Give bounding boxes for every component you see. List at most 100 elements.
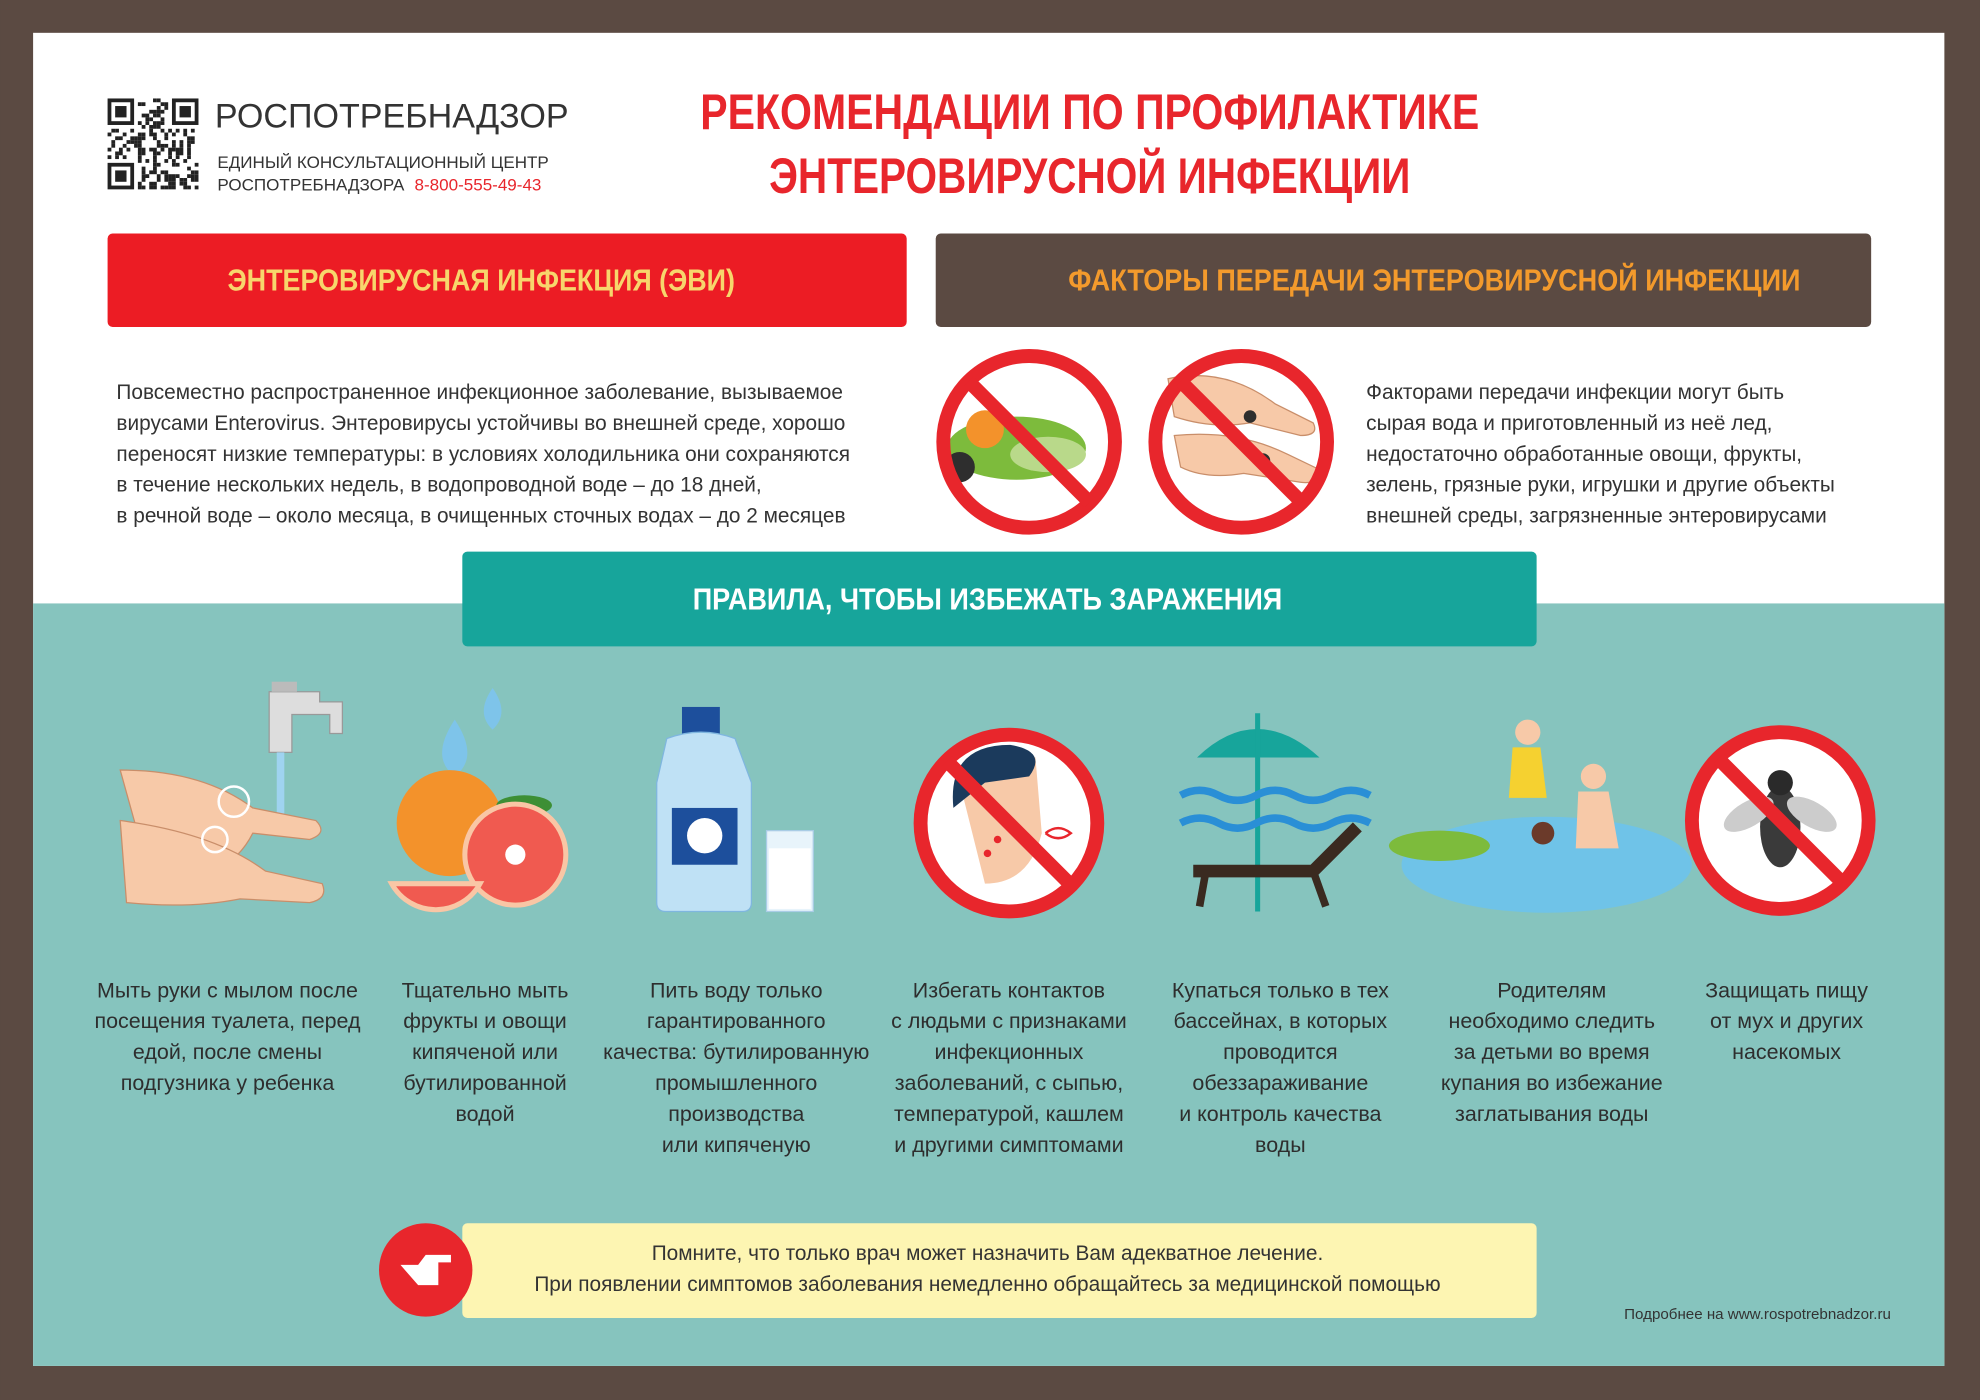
qr-cell — [168, 181, 172, 186]
illustration-part — [1767, 770, 1793, 796]
qr-cell — [153, 132, 157, 137]
qr-cell — [179, 181, 184, 186]
illustration-part — [1195, 870, 1210, 908]
illustration-part — [936, 349, 1122, 535]
illustration-part — [942, 756, 1076, 890]
qr-cell — [194, 177, 199, 182]
qr-cell — [164, 102, 169, 107]
rule-line: фрукты и овощи — [403, 1009, 566, 1033]
qr-cell — [141, 185, 146, 190]
qr-cell — [183, 159, 188, 163]
qr-cell — [149, 128, 154, 133]
center-line: ЕДИНЫЙ КОНСУЛЬТАЦИОННЫЙ ЦЕНТР — [217, 153, 548, 172]
qr-cell — [171, 132, 176, 137]
qr-cell — [141, 102, 146, 107]
illustration-part — [1175, 376, 1307, 508]
reminder-line: Помните, что только врач может назначить… — [652, 1242, 1324, 1265]
illustration-part — [201, 825, 229, 854]
rule-line: проводится — [1223, 1040, 1338, 1064]
qr-cell — [153, 170, 157, 175]
qr-cell — [153, 166, 157, 171]
qr-cell — [153, 159, 157, 163]
qr-cell — [137, 159, 142, 163]
qr-cell — [149, 109, 154, 114]
rule-line: Пить воду только — [650, 978, 823, 1002]
qr-cell — [149, 117, 154, 122]
qr-cell — [190, 136, 195, 141]
qr-finder — [179, 106, 191, 118]
qr-cell — [137, 151, 142, 156]
rule-line: Избегать контактов — [913, 978, 1105, 1002]
qr-cell — [171, 159, 176, 163]
qr-cell — [111, 140, 116, 144]
infection-box — [107, 233, 907, 327]
qr-cell — [126, 140, 131, 144]
center-line2: РОСПОТРЕБНАДЗОРА — [217, 176, 405, 195]
qr-cell — [164, 177, 169, 182]
illustration-part — [387, 881, 485, 913]
qr-cell — [187, 185, 191, 190]
qr-cell — [183, 128, 188, 133]
factors-line: Факторами передачи инфекции могут быть — [1366, 381, 1784, 404]
qr-cell — [153, 151, 157, 156]
infection-line: вирусами Enterovirus. Энтеровирусы устой… — [116, 412, 845, 435]
org-name: РОСПОТРЕБНАДЗОР — [215, 98, 569, 136]
no-dirty-hands — [1148, 349, 1335, 535]
rule-line: Мыть руки с мылом после — [97, 978, 358, 1002]
illustration-part — [1508, 747, 1547, 798]
qr-cell — [190, 140, 195, 144]
qr-cell — [187, 147, 191, 152]
qr-cell — [160, 102, 165, 107]
illustration-part — [442, 719, 468, 777]
qr-cell — [164, 159, 169, 163]
qr-cell — [141, 174, 146, 178]
title: ЭНТЕРОВИРУСНОЙ ИНФЕКЦИИ — [769, 147, 1410, 204]
illustration-part — [1309, 869, 1330, 908]
qr-cell — [160, 109, 165, 114]
qr-cell — [149, 185, 154, 190]
icon-fruit — [387, 688, 569, 913]
illustration-part — [983, 849, 992, 858]
illustration-part — [1388, 830, 1490, 861]
qr-cell — [153, 98, 157, 103]
illustration-part — [1575, 791, 1619, 849]
illustration-part — [1167, 374, 1316, 437]
rule-line: с людьми с признаками — [891, 1009, 1127, 1033]
illustration-part — [1178, 786, 1372, 805]
qr-cell — [156, 98, 161, 103]
qr-cell — [160, 170, 165, 175]
qr-cell — [156, 109, 161, 114]
illustration-part — [119, 819, 325, 906]
rules-text: Мыть руки с мылом после посещения туалета… — [94, 978, 1868, 1157]
qr-cell — [153, 113, 157, 118]
qr-cell — [156, 177, 161, 182]
qr-cell — [160, 185, 165, 190]
qr-cell — [134, 143, 138, 148]
factors-line: зелень, грязные руки, игрушки и другие о… — [1366, 474, 1835, 497]
qr-cell — [164, 136, 169, 141]
rule-line: едой, после смены — [133, 1040, 322, 1064]
infection-line: в речной воде – около месяца, в очищенны… — [116, 505, 845, 528]
qr-cell — [156, 140, 161, 144]
qr-cell — [141, 136, 146, 141]
qr-cell — [164, 132, 169, 137]
qr-cell — [175, 128, 180, 133]
factors-heading: ФАКТОРЫ ПЕРЕДАЧИ ЭНТЕРОВИРУСНОЙ ИНФЕКЦИИ — [1068, 263, 1800, 297]
infection-line: в течение нескольких недель, в водопрово… — [116, 474, 761, 497]
qr-cell — [156, 106, 161, 110]
qr-cell — [171, 162, 176, 167]
qr-cell — [149, 132, 154, 137]
rule-line: Купаться только в тех — [1172, 978, 1389, 1002]
rule-line: заглатывания воды — [1455, 1102, 1648, 1126]
qr-cell — [141, 151, 146, 156]
qr-cell — [141, 166, 146, 171]
rule-line: промышленного — [655, 1071, 817, 1095]
illustration-part — [1786, 796, 1837, 832]
qr-cell — [122, 143, 127, 148]
qr-cell — [179, 177, 184, 182]
infection-text: Повсеместно распространенное инфекционно… — [116, 381, 850, 528]
rule-line: насекомых — [1732, 1040, 1841, 1064]
qr-cell — [179, 143, 184, 148]
qr-cell — [190, 174, 195, 178]
